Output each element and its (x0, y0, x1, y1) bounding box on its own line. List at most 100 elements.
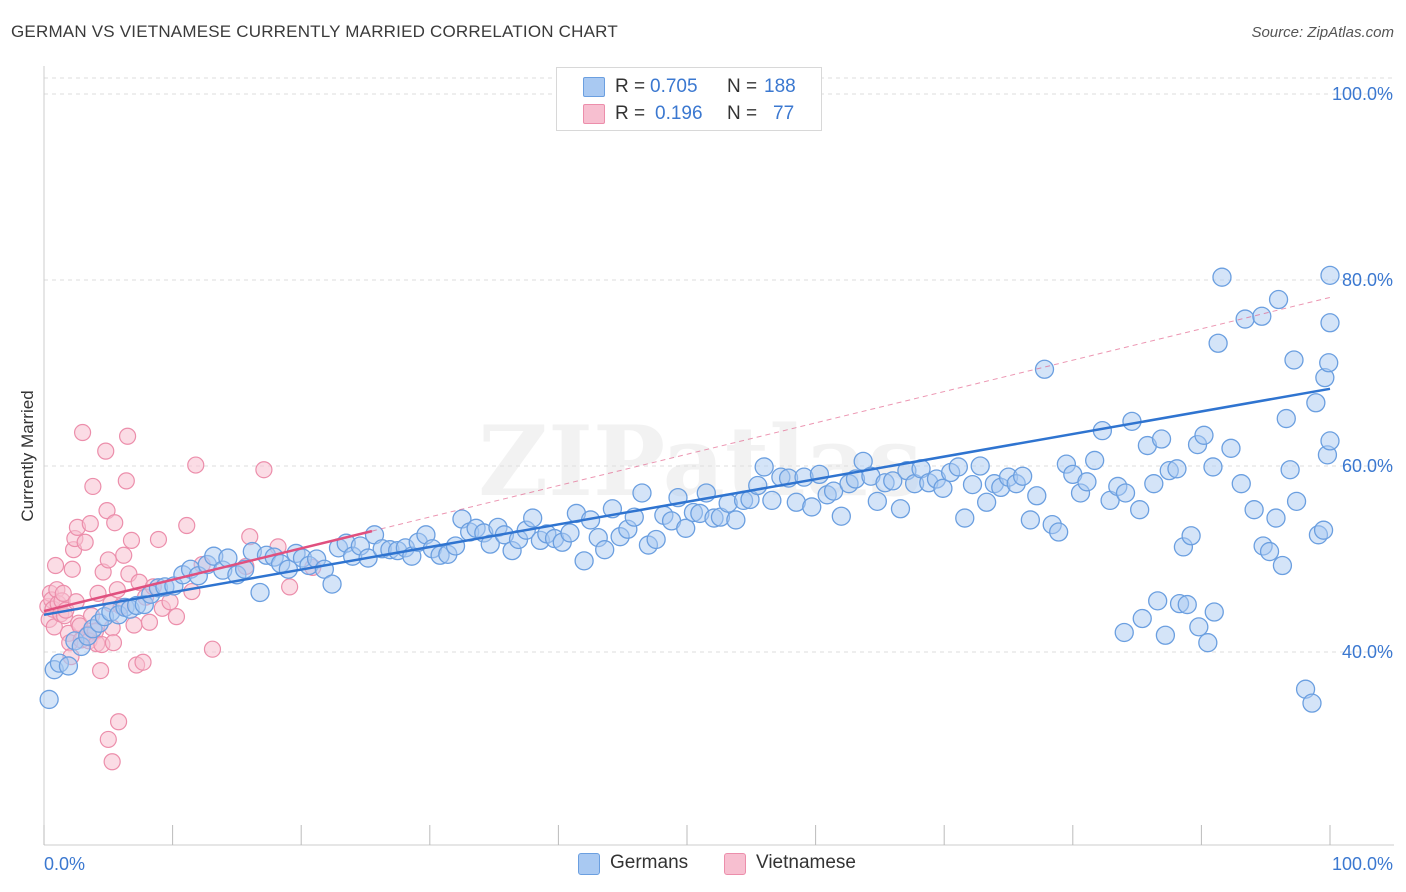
german-point (1244, 500, 1264, 520)
vietnamese-trend-extension (371, 296, 1331, 532)
german-point (1114, 622, 1134, 643)
german-point (976, 492, 997, 512)
german-point (1221, 438, 1241, 458)
r-label: R = (615, 76, 646, 97)
vietnamese-point (54, 584, 72, 603)
vietnamese-point (134, 653, 152, 671)
german-point (883, 471, 903, 491)
german-point (1194, 425, 1214, 445)
german-point (1259, 541, 1280, 562)
r-label: R = (615, 103, 646, 124)
german-legend-label: Germans (610, 852, 689, 873)
vietnamese-point (117, 472, 135, 490)
german-point (802, 497, 822, 517)
vietnamese-point (84, 477, 102, 496)
german-point (646, 529, 666, 550)
german-point (1012, 466, 1033, 486)
y-tick-label: 60.0% (1342, 456, 1393, 476)
german-point (1306, 393, 1326, 413)
german-trend-line (43, 387, 1331, 617)
axes (43, 66, 1394, 846)
trend-lines (43, 296, 1331, 617)
german-point (726, 510, 746, 530)
german-point (1181, 526, 1201, 546)
vietnamese-points (39, 423, 322, 771)
german-point (1020, 510, 1041, 530)
german-point (948, 457, 968, 477)
vietnamese-point (76, 533, 94, 551)
vietnamese-point (63, 560, 81, 578)
vietnamese-legend-label: Vietnamese (756, 852, 856, 873)
german-point (234, 559, 255, 579)
vietnamese-point (149, 530, 168, 549)
vietnamese-point (125, 616, 143, 634)
german-point (962, 474, 983, 495)
german-point (676, 518, 696, 538)
n-label: N = (727, 76, 758, 97)
vietnamese-swatch (583, 104, 605, 124)
vietnamese-point (109, 713, 128, 731)
german-point (1320, 265, 1340, 286)
german-point (1198, 633, 1218, 653)
german-point (1177, 594, 1197, 615)
german-point (1212, 267, 1232, 287)
vietnamese-point (73, 423, 92, 442)
vietnamese-point (115, 546, 133, 564)
vietnamese-point (91, 661, 110, 680)
x-tick-label: 100.0% (1332, 854, 1393, 874)
vietnamese-point (281, 578, 299, 596)
german-point (754, 457, 774, 477)
vietnamese-point (118, 427, 137, 445)
legend-row-vietnamese: R = 0.196 N = 77 (557, 101, 821, 127)
german-point (1268, 289, 1289, 310)
source-credit: Source: ZipAtlas.com (1251, 24, 1394, 41)
vietnamese-point (122, 531, 141, 550)
german-point (322, 574, 342, 594)
german-point (1266, 508, 1286, 528)
r-value: 0.705 (650, 76, 698, 97)
correlation-legend: R = 0.705 N = 188 R = 0.196 N = 77 (556, 67, 822, 131)
german-point (1276, 408, 1296, 429)
german-point (823, 481, 844, 501)
vietnamese-trend-line (43, 529, 373, 613)
vietnamese-legend-swatch (724, 853, 746, 875)
german-point (748, 475, 768, 496)
vietnamese-point (98, 502, 116, 520)
german-point (890, 499, 911, 519)
german-point (1319, 353, 1339, 373)
german-point (1155, 625, 1176, 645)
vietnamese-point (183, 582, 201, 601)
tick-labels: 40.0% 60.0% 80.0% 100.0% 0.0% 100.0% (44, 84, 1393, 874)
german-point (1231, 474, 1251, 494)
german-point (58, 656, 79, 676)
german-point (574, 551, 594, 571)
n-value: 188 (764, 76, 796, 97)
german-point (1027, 486, 1047, 506)
german-point (1286, 491, 1307, 511)
vietnamese-point (140, 613, 159, 631)
german-point (1148, 591, 1168, 611)
german-point (1235, 309, 1255, 329)
german-point (1272, 555, 1293, 576)
german-point (831, 506, 851, 526)
y-tick-label: 80.0% (1342, 270, 1393, 290)
german-point (445, 536, 466, 556)
german-point (1320, 431, 1340, 451)
legend-row-germans: R = 0.705 N = 188 (557, 74, 821, 100)
german-point (1313, 520, 1334, 540)
n-label: N = (727, 103, 758, 124)
vietnamese-point (104, 634, 123, 652)
vietnamese-point (187, 456, 205, 474)
german-point (1085, 450, 1105, 471)
vietnamese-point (81, 515, 99, 533)
vietnamese-point (178, 516, 196, 535)
german-point (595, 540, 615, 560)
german-point (1204, 602, 1224, 622)
german-point (1208, 333, 1228, 353)
german-point (1077, 472, 1097, 492)
german-point (1144, 474, 1164, 494)
vietnamese-point (167, 608, 186, 626)
german-point (39, 689, 59, 710)
german-point (250, 582, 270, 603)
